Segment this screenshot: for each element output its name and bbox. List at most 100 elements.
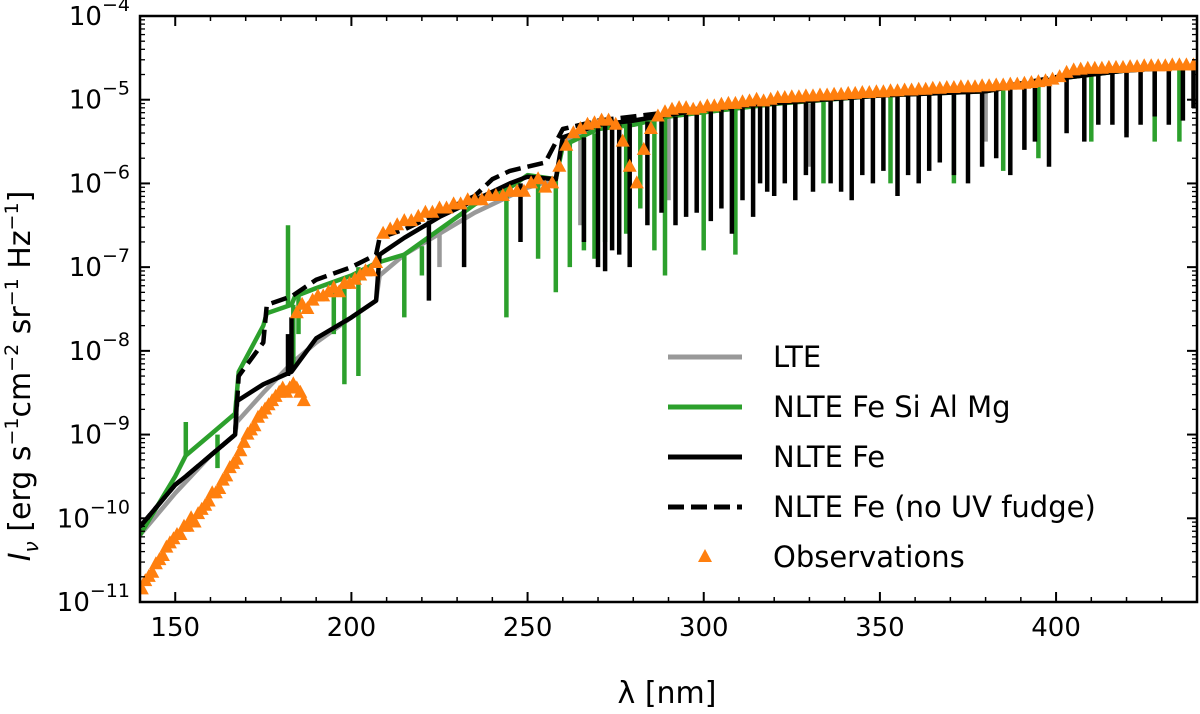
observation-point-33 — [247, 418, 262, 432]
observation-point-30 — [236, 434, 251, 448]
x-tick-label-350: 350 — [855, 613, 905, 643]
x-tick-label-250: 250 — [503, 613, 553, 643]
observation-point-96 — [601, 112, 616, 126]
observation-point-65 — [383, 221, 398, 235]
observation-point-99 — [622, 158, 637, 172]
x-tick-label-200: 200 — [327, 613, 377, 643]
y-tick-label--7: 10−7 — [69, 245, 130, 283]
y-tick-exponent: −9 — [102, 413, 130, 435]
x-axis-title: λ [nm] — [618, 676, 717, 711]
y-tick-exponent: −6 — [102, 161, 130, 183]
observation-point-78 — [474, 192, 489, 206]
observation-point-102 — [643, 121, 658, 134]
y-tick-base: 10 — [69, 86, 102, 116]
y-tick-label--10: 10−10 — [57, 496, 130, 534]
observation-point-7 — [155, 548, 170, 561]
y-axis-exp4: −1 — [1, 202, 23, 230]
observation-point-25 — [219, 468, 234, 482]
y-tick-exponent: −11 — [90, 580, 130, 602]
observation-point-97 — [608, 116, 623, 130]
y-tick-label--8: 10−8 — [69, 329, 130, 367]
y-tick-exponent: −7 — [102, 245, 130, 267]
y-tick-exponent: −8 — [102, 329, 130, 351]
observation-point-68 — [404, 213, 419, 227]
observation-point-88 — [545, 175, 560, 189]
y-axis-unit-open: [erg s — [3, 446, 38, 542]
y-tick-exponent: −4 — [102, 0, 130, 16]
y-tick-label--9: 10−9 — [69, 413, 130, 451]
y-tick-base: 10 — [69, 337, 102, 367]
axes: 150 200 250 300 350 40010−1110−1010−910−810−7… — [57, 0, 1199, 643]
observation-point-160 — [1052, 69, 1067, 83]
x-tick-label-300: 300 — [679, 613, 729, 643]
legend-label-nlte-fe-si-al-mg: NLTE Fe Si Al Mg — [773, 390, 1011, 424]
plot-area — [140, 57, 1197, 595]
y-tick-base: 10 — [69, 169, 102, 199]
observation-point-69 — [411, 208, 426, 222]
observation-point-63 — [369, 255, 384, 268]
observation-point-16 — [187, 514, 202, 528]
y-tick-label--4: 10−4 — [69, 0, 130, 32]
observation-point-20 — [201, 493, 216, 507]
y-tick-exponent: −5 — [102, 78, 130, 100]
observation-point-47 — [296, 393, 311, 407]
observation-point-23 — [212, 481, 227, 494]
observation-point-87 — [538, 179, 553, 193]
legend-label-lte: LTE — [773, 340, 821, 374]
y-axis-exp1: −1 — [1, 418, 23, 446]
y-tick-base: 10 — [57, 504, 90, 534]
legend: LTE NLTE Fe Si Al Mg NLTE Fe NLTE Fe (no UV… — [655, 328, 1185, 590]
observation-point-98 — [615, 133, 630, 147]
legend-label-nlte-fe: NLTE Fe — [773, 440, 885, 474]
observation-point-66 — [390, 217, 405, 231]
observation-point-29 — [233, 443, 248, 457]
observation-point-71 — [425, 204, 440, 218]
observation-point-86 — [531, 171, 546, 185]
observation-point-62 — [363, 263, 378, 277]
observation-point-75 — [453, 196, 468, 210]
y-axis-symbol-sub: ν — [19, 541, 43, 552]
observation-point-12 — [173, 527, 188, 540]
y-axis-unit-cm: cm — [3, 372, 38, 418]
observation-point-84 — [517, 183, 531, 197]
observation-point-14 — [180, 518, 195, 532]
observation-point-73 — [439, 200, 454, 214]
y-axis-exp2: −2 — [1, 344, 23, 372]
y-tick-base: 10 — [57, 588, 90, 618]
x-tick-label-400: 400 — [1031, 613, 1081, 643]
observation-point-179 — [1186, 57, 1197, 71]
y-tick-exponent: −10 — [90, 496, 130, 518]
y-tick-base: 10 — [69, 2, 102, 32]
y-tick-base: 10 — [69, 253, 102, 283]
x-tick-label-150: 150 — [150, 613, 200, 643]
y-axis-unit-close: ] — [3, 191, 38, 203]
observation-point-50 — [300, 301, 315, 314]
observation-point-91 — [566, 125, 581, 139]
observation-point-81 — [495, 188, 510, 201]
y-axis-symbol: I — [3, 552, 38, 561]
observation-point-90 — [559, 137, 574, 151]
observation-point-101 — [636, 141, 651, 155]
observation-point-4 — [145, 564, 160, 578]
y-axis-unit-hz: Hz — [3, 230, 38, 278]
legend-swatch-observations — [698, 549, 712, 562]
y-tick-label--11: 10−11 — [57, 580, 130, 618]
observation-point-56 — [332, 284, 347, 298]
observation-point-48 — [289, 305, 304, 319]
observation-point-103 — [650, 108, 665, 122]
observation-point-85 — [524, 175, 539, 189]
observation-point-64 — [376, 225, 391, 239]
y-tick-base: 10 — [69, 421, 102, 451]
observation-point-92 — [573, 121, 588, 134]
y-tick-label--5: 10−5 — [69, 78, 130, 116]
observation-point-100 — [629, 175, 644, 189]
legend-background — [655, 328, 1185, 590]
y-axis-title: Iν [erg s−1cm−2 sr−1 Hz−1] — [1, 191, 43, 562]
y-axis-exp3: −1 — [1, 278, 23, 306]
y-axis-unit-sr: sr — [3, 306, 38, 344]
legend-label-observations: Observations — [773, 540, 965, 574]
legend-label-nlte-fe-no-uv-fudge: NLTE Fe (no UV fudge) — [773, 490, 1096, 524]
observation-point-28 — [229, 451, 244, 465]
y-tick-label--6: 10−6 — [69, 161, 130, 199]
